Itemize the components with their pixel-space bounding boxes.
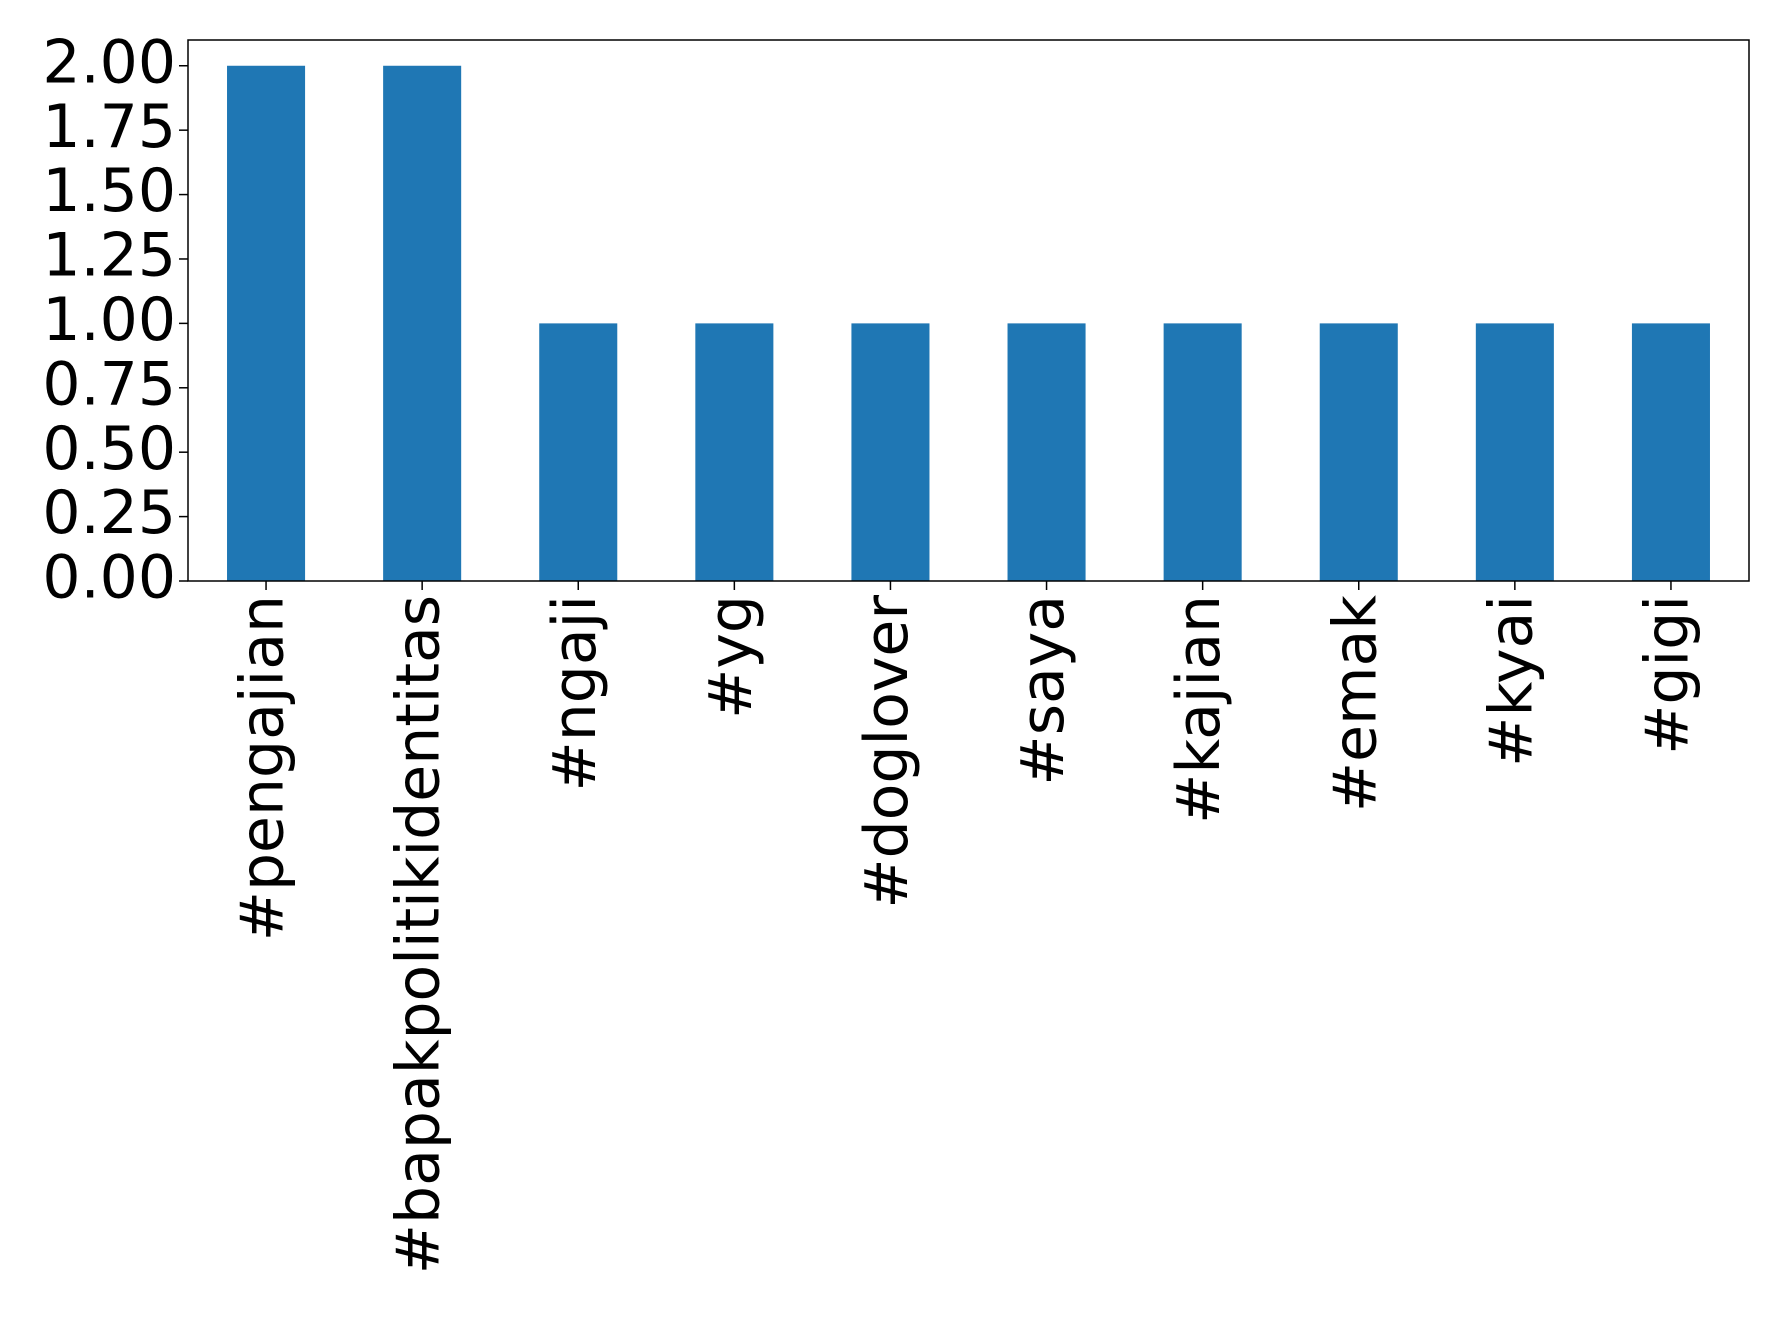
- y-tick-label: 1.25: [42, 221, 176, 291]
- x-tick-label: #saya: [1008, 595, 1078, 786]
- bar: [539, 323, 618, 581]
- bar: [227, 65, 306, 581]
- bar: [1319, 323, 1398, 581]
- y-tick-label: 0.75: [42, 349, 176, 419]
- y-tick-label: 0.25: [42, 478, 176, 548]
- x-tick-label: #ngaji: [540, 595, 610, 792]
- y-tick-label: 1.75: [42, 92, 176, 162]
- x-tick-label: #doglover: [852, 595, 922, 909]
- y-tick-label: 1.50: [42, 156, 176, 226]
- plot-frame: [187, 39, 1750, 582]
- bar: [1475, 323, 1554, 581]
- bar: [851, 323, 930, 581]
- y-tick-label: 0.50: [42, 414, 176, 484]
- x-tick-label: #bapakpolitikidentitas: [384, 595, 454, 1274]
- bar: [1007, 323, 1086, 581]
- x-tick-label: #kyai: [1476, 595, 1546, 767]
- x-tick-label: #emak: [1320, 595, 1390, 812]
- x-tick-label: #yg: [696, 595, 766, 719]
- bar: [383, 65, 462, 581]
- x-tick-label: #pengajian: [228, 595, 298, 941]
- bar: [1163, 323, 1242, 581]
- x-tick-label: #kajian: [1164, 595, 1234, 824]
- bar: [695, 323, 774, 581]
- x-tick-label: #gigi: [1633, 595, 1703, 755]
- y-tick-label: 0.00: [42, 543, 176, 613]
- bar: [1631, 323, 1710, 581]
- y-tick-label: 1.00: [42, 285, 176, 355]
- y-tick-label: 2.00: [42, 27, 176, 97]
